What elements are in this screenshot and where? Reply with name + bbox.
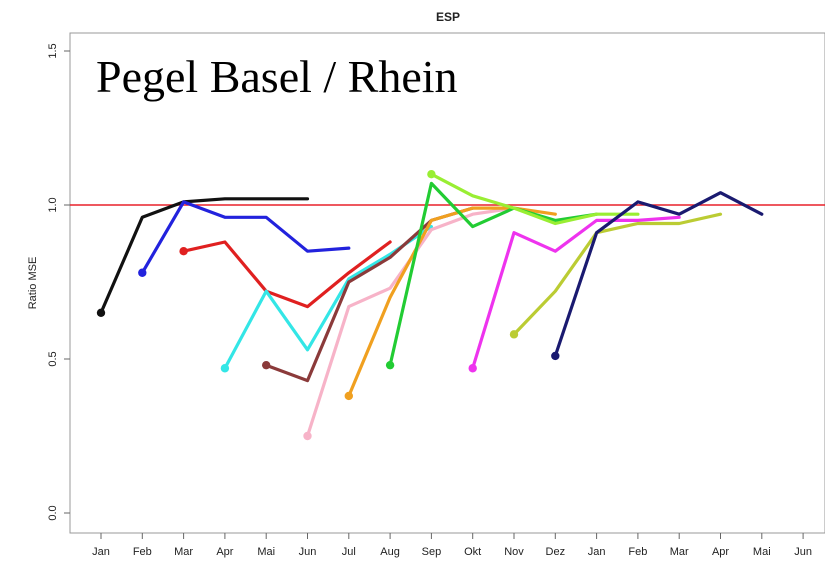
series-line bbox=[388, 181, 599, 367]
series-line bbox=[429, 172, 640, 226]
series-start-point bbox=[551, 351, 560, 361]
plot-area bbox=[69, 32, 825, 534]
series-start-point bbox=[344, 391, 353, 401]
x-tick-label: Jan bbox=[588, 546, 606, 558]
x-tick-label: Mar bbox=[174, 546, 193, 558]
series-start-point bbox=[138, 268, 147, 277]
x-tick-label: Jan bbox=[92, 546, 110, 558]
x-tick-label: Jun bbox=[794, 546, 812, 558]
x-tick-label: Feb bbox=[133, 546, 152, 558]
x-tick-label: Apr bbox=[712, 546, 729, 558]
x-tick-label: Mai bbox=[753, 546, 771, 558]
x-tick-label: Nov bbox=[504, 546, 524, 558]
y-axis: 0.0 0.5 1.0 1.5 bbox=[47, 43, 70, 521]
series-line bbox=[512, 212, 723, 336]
x-axis: Jan Feb Mar Apr Mai Jun Jul Aug Sep Okt Nov Dez Jan F… bbox=[92, 533, 812, 558]
x-tick-label: Feb bbox=[628, 546, 647, 558]
series-line bbox=[182, 240, 392, 309]
y-axis-label: Ratio MSE bbox=[27, 257, 39, 310]
x-tick-label: Dez bbox=[546, 546, 566, 558]
series-group bbox=[96, 170, 764, 441]
x-tick-label: Jun bbox=[299, 546, 317, 558]
y-tick-label: 1.5 bbox=[47, 43, 59, 58]
series-line bbox=[140, 200, 351, 275]
x-tick-label: Jul bbox=[342, 546, 356, 558]
series-line bbox=[99, 197, 310, 315]
y-tick-label: 1.0 bbox=[47, 197, 59, 212]
y-tick-label: 0.5 bbox=[47, 351, 59, 366]
x-tick-label: Apr bbox=[216, 546, 233, 558]
series-line bbox=[553, 191, 764, 358]
x-tick-label: Mar bbox=[670, 546, 689, 558]
x-tick-label: Sep bbox=[422, 546, 442, 558]
series-start-point bbox=[96, 308, 106, 317]
series-start-point bbox=[385, 360, 395, 370]
series-start-point bbox=[179, 247, 188, 256]
chart-title: ESP bbox=[436, 10, 460, 24]
x-tick-label: Okt bbox=[464, 546, 481, 558]
series-line bbox=[264, 206, 475, 383]
series-start-point bbox=[509, 330, 519, 339]
series-start-point bbox=[468, 364, 477, 373]
series-start-point bbox=[427, 170, 436, 179]
x-tick-label: Aug bbox=[380, 546, 400, 558]
series-start-point bbox=[262, 360, 271, 370]
x-tick-label: Mai bbox=[257, 546, 275, 558]
series-line bbox=[471, 215, 681, 370]
y-tick-label: 0.0 bbox=[47, 505, 59, 520]
series-start-point bbox=[220, 364, 230, 373]
series-start-point bbox=[303, 431, 312, 441]
chart-annotation: Pegel Basel / Rhein bbox=[96, 51, 458, 102]
